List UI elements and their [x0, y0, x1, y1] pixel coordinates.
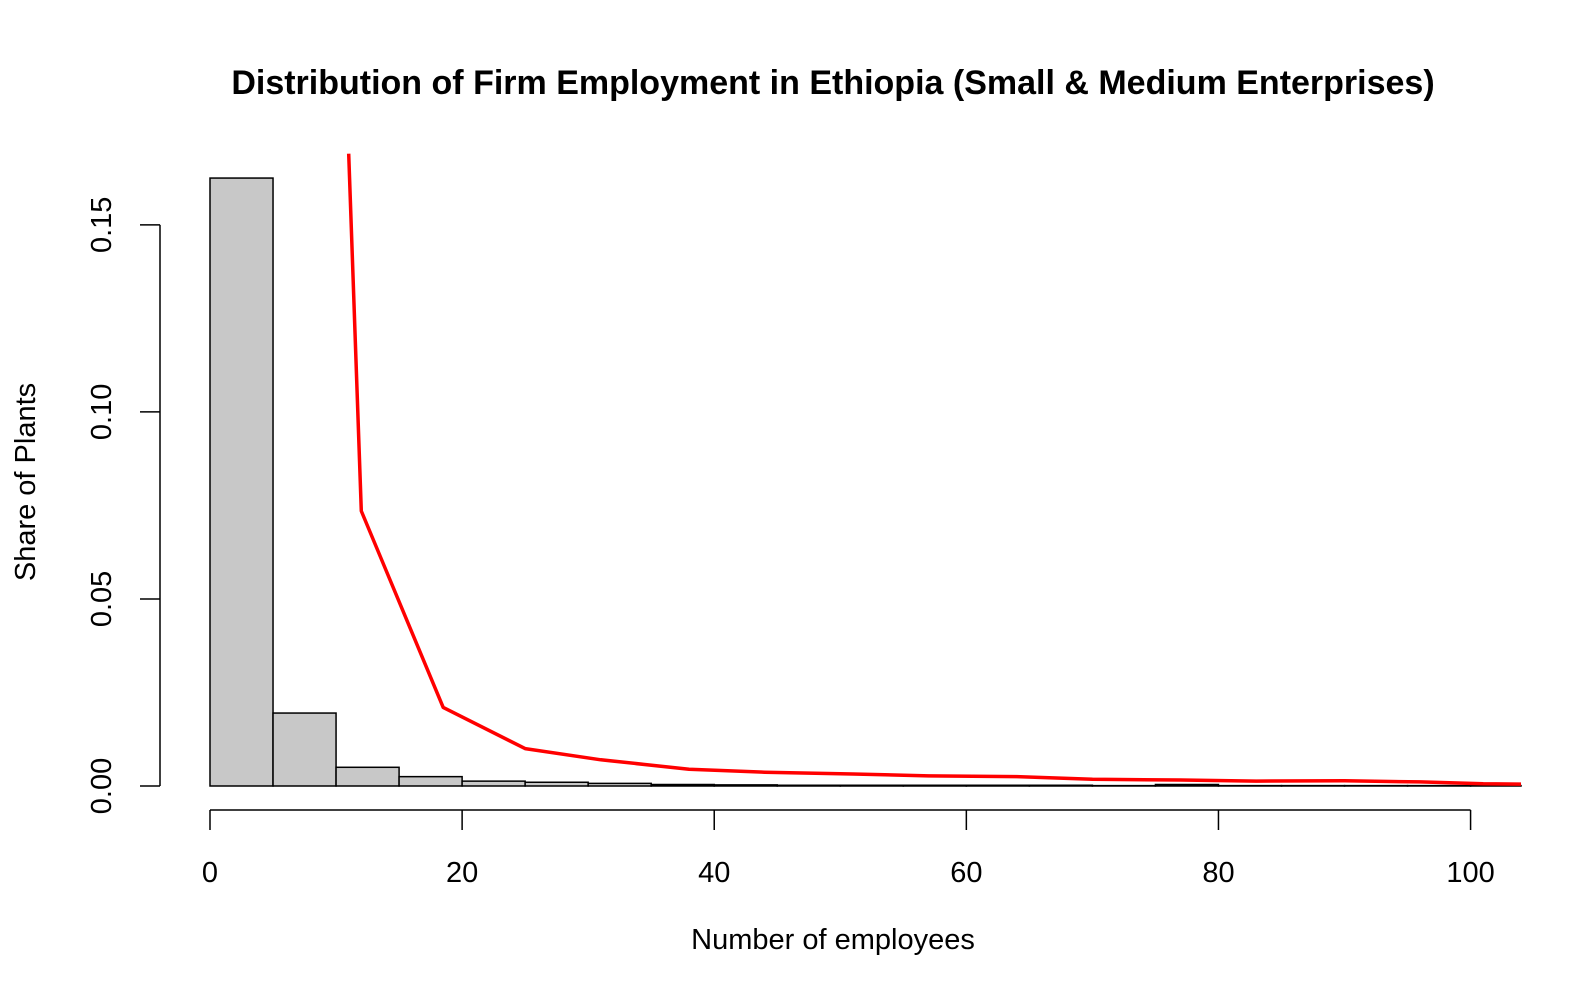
histogram-bar — [587, 782, 652, 787]
histogram-bar — [650, 783, 715, 787]
x-axis-label: Number of employees — [691, 924, 975, 956]
density-line-series — [346, 153, 1522, 786]
x-axis: 0 20 40 60 80 100 — [202, 809, 1495, 889]
histogram-bar — [839, 784, 905, 787]
histogram-bar — [335, 766, 400, 787]
chart-title: Distribution of Firm Employment in Ethio… — [231, 64, 1434, 102]
histogram-bar — [965, 784, 1031, 787]
histogram-bar — [209, 177, 274, 787]
histogram-bars — [209, 177, 1522, 787]
histogram-bar — [902, 784, 968, 787]
y-axis: 0.00 0.05 0.10 0.15 — [86, 197, 161, 814]
y-tick-label: 0.05 — [86, 571, 118, 627]
x-tick-label: 0 — [202, 857, 218, 889]
y-tick-label: 0.15 — [86, 197, 118, 253]
histogram-bar — [461, 780, 526, 787]
y-axis-label: Share of Plants — [10, 383, 42, 581]
y-tick-label: 0.00 — [86, 758, 118, 814]
histogram-bar — [524, 781, 589, 787]
y-tick-label: 0.10 — [86, 384, 118, 440]
histogram-bar — [1028, 784, 1094, 787]
histogram-bar — [1154, 783, 1220, 787]
x-tick-label: 60 — [950, 857, 982, 889]
x-tick-label: 100 — [1446, 857, 1494, 889]
histogram-bar — [272, 712, 337, 787]
x-tick-label: 20 — [446, 857, 478, 889]
x-tick-label: 80 — [1202, 857, 1234, 889]
density-line — [346, 153, 1522, 786]
histogram-bar — [713, 784, 779, 787]
histogram-bar — [776, 784, 842, 787]
x-tick-label: 40 — [698, 857, 730, 889]
histogram-bar — [398, 775, 463, 787]
